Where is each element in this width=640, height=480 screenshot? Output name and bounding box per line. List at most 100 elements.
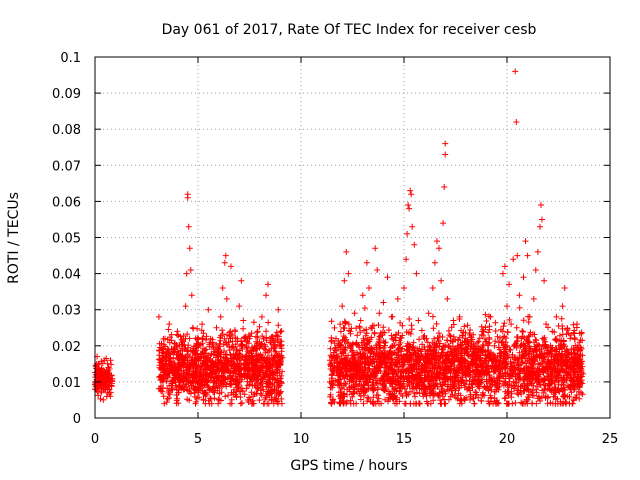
data-point: [475, 378, 482, 385]
data-point: [542, 341, 549, 348]
data-point: [502, 370, 509, 377]
data-point: [270, 345, 277, 352]
data-point: [263, 328, 270, 335]
data-point: [331, 324, 338, 331]
data-point: [370, 368, 377, 375]
data-point: [416, 336, 423, 343]
data-point: [491, 352, 498, 359]
data-point: [459, 332, 466, 339]
data-point: [405, 342, 411, 349]
data-point: [211, 395, 218, 402]
data-point: [408, 326, 415, 333]
data-point: [250, 319, 257, 326]
data-point: [172, 371, 179, 378]
data-point: [221, 379, 228, 386]
data-point: [441, 184, 448, 190]
data-point: [486, 326, 493, 333]
data-point: [179, 384, 186, 391]
data-point: [233, 393, 240, 400]
data-point: [423, 398, 430, 405]
data-point: [444, 295, 451, 302]
data-point: [558, 315, 565, 322]
data-point: [190, 370, 197, 377]
data-point: [461, 384, 468, 391]
data-point: [184, 363, 191, 370]
data-point: [274, 398, 280, 405]
data-point: [185, 223, 192, 230]
data-point: [462, 339, 469, 346]
data-point: [431, 259, 438, 266]
data-point: [340, 348, 347, 355]
data-point: [435, 330, 442, 337]
data-point: [458, 354, 464, 361]
data-point: [176, 367, 183, 374]
data-point: [173, 400, 180, 407]
data-point: [184, 375, 191, 382]
data-point: [104, 389, 111, 396]
data-point: [232, 328, 239, 335]
data-point: [525, 387, 532, 393]
data-point: [374, 398, 381, 405]
data-point: [409, 346, 416, 353]
data-point: [486, 334, 493, 341]
data-point: [207, 355, 214, 362]
data-point: [344, 360, 350, 366]
data-point: [467, 387, 474, 394]
data-point: [436, 245, 442, 252]
data-point: [506, 372, 513, 379]
data-point: [266, 392, 273, 399]
data-point: [183, 270, 190, 277]
data-point: [331, 368, 337, 375]
data-point: [487, 313, 494, 320]
data-point: [263, 394, 269, 401]
data-point: [397, 385, 404, 392]
data-point: [391, 368, 398, 375]
data-point: [547, 375, 554, 382]
data-point: [215, 353, 222, 360]
data-point: [458, 374, 465, 381]
data-point: [450, 317, 457, 324]
data-point: [539, 216, 545, 223]
data-point: [546, 364, 553, 371]
data-point: [441, 400, 448, 407]
data-point: [411, 390, 418, 397]
x-tick-label: 0: [91, 432, 99, 447]
data-point: [195, 389, 201, 396]
data-point: [195, 342, 201, 349]
data-point: [238, 366, 245, 373]
data-point: [416, 372, 422, 379]
data-point: [462, 372, 469, 379]
data-point: [217, 379, 224, 386]
data-point: [571, 330, 578, 337]
x-axis-title: GPS time / hours: [290, 458, 407, 474]
data-point: [406, 205, 413, 212]
data-point: [253, 390, 260, 397]
data-point: [423, 364, 430, 371]
data-point: [477, 354, 484, 361]
data-point: [440, 220, 447, 227]
data-point: [427, 392, 434, 399]
data-point: [576, 378, 583, 385]
data-point: [194, 351, 201, 358]
data-point: [184, 357, 191, 364]
data-point: [447, 333, 454, 340]
data-point: [488, 357, 495, 364]
x-tick-label: 15: [396, 432, 413, 447]
data-point: [436, 371, 443, 378]
data-point: [418, 327, 425, 334]
data-point: [430, 390, 437, 397]
data-point: [403, 376, 410, 383]
data-point: [482, 311, 489, 318]
data-point: [218, 389, 225, 396]
data-point: [381, 339, 388, 346]
data-point: [217, 313, 224, 320]
data-point: [398, 368, 405, 375]
data-point: [380, 299, 387, 306]
data-point: [186, 245, 193, 252]
data-point: [555, 375, 562, 382]
data-point: [377, 344, 384, 351]
data-point: [446, 332, 453, 338]
data-point: [511, 382, 518, 389]
data-point: [156, 362, 163, 369]
